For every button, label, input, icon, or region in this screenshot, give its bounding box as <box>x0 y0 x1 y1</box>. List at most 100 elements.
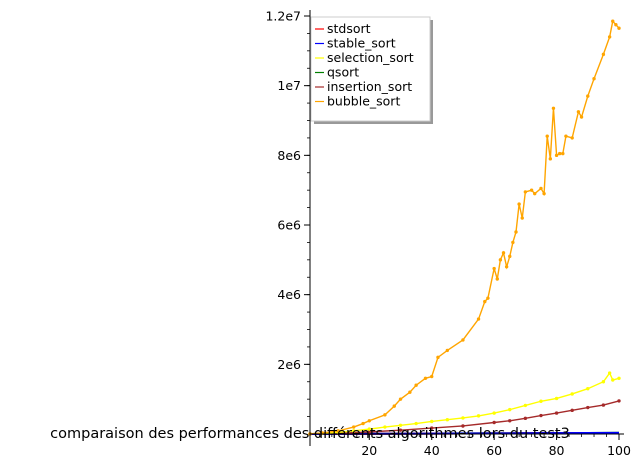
data-point-insertion_sort <box>367 430 372 434</box>
data-point-selection_sort <box>523 403 528 408</box>
data-point-bubble_sort <box>557 151 562 156</box>
data-point-bubble_sort <box>576 110 581 114</box>
x-tick-label: 40 <box>424 443 440 458</box>
data-point-insertion_sort <box>601 403 606 407</box>
data-point-selection_sort <box>554 396 559 401</box>
y-tick-label: 1.2e7 <box>265 9 301 24</box>
y-tick-label: 8e6 <box>277 148 301 163</box>
series-line-selection_sort <box>309 371 620 435</box>
data-point-bubble_sort <box>483 299 487 304</box>
data-point-bubble_sort <box>430 374 434 379</box>
data-point-bubble_sort <box>361 421 365 426</box>
x-tick-label: 80 <box>549 443 565 458</box>
data-point-bubble_sort <box>554 153 559 158</box>
data-point-selection_sort <box>508 407 512 412</box>
data-point-bubble_sort <box>561 151 565 156</box>
legend-label: stable_sort <box>327 36 396 51</box>
data-point-bubble_sort <box>486 296 490 300</box>
data-point-selection_sort <box>367 427 372 431</box>
legend-label: qsort <box>327 65 359 80</box>
data-point-insertion_sort <box>539 413 543 418</box>
data-point-insertion_sort <box>430 426 434 430</box>
data-point-selection_sort <box>586 387 590 391</box>
data-point-bubble_sort <box>408 390 412 394</box>
data-point-selection_sort <box>611 378 615 382</box>
data-point-bubble_sort <box>607 35 612 39</box>
data-point-bubble_sort <box>548 157 553 161</box>
data-point-bubble_sort <box>542 191 546 196</box>
data-point-bubble_sort <box>545 134 549 138</box>
data-point-selection_sort <box>351 429 356 433</box>
legend: stdsortstable_sortselection_sortqsortins… <box>310 16 433 124</box>
legend-label: selection_sort <box>327 50 414 65</box>
x-tick-label: 100 <box>607 443 631 458</box>
data-point-selection_sort <box>430 419 434 424</box>
legend-box <box>310 16 431 122</box>
data-point-bubble_sort <box>529 188 534 192</box>
data-point-bubble_sort <box>504 265 509 269</box>
data-point-bubble_sort <box>392 404 396 408</box>
data-point-bubble_sort <box>367 419 372 423</box>
data-point-bubble_sort <box>523 190 528 194</box>
data-point-selection_sort <box>461 416 465 420</box>
data-point-bubble_sort <box>611 19 615 23</box>
data-point-selection_sort <box>476 414 481 418</box>
data-point-bubble_sort <box>533 191 537 196</box>
data-point-bubble_sort <box>592 77 596 81</box>
chart-title: comparaison des performances des différe… <box>50 426 570 442</box>
data-point-selection_sort <box>445 418 450 422</box>
data-point-bubble_sort <box>445 348 450 353</box>
data-point-selection_sort <box>601 380 606 384</box>
data-point-bubble_sort <box>617 26 621 30</box>
data-point-bubble_sort <box>508 254 512 259</box>
x-tick-label: 20 <box>361 443 377 458</box>
data-point-bubble_sort <box>614 23 618 27</box>
data-point-selection_sort <box>492 411 496 415</box>
data-point-bubble_sort <box>517 202 521 206</box>
data-point-insertion_sort <box>461 424 465 428</box>
data-point-selection_sort <box>414 421 418 426</box>
data-point-insertion_sort <box>617 399 621 403</box>
data-point-bubble_sort <box>514 230 518 234</box>
legend-label: bubble_sort <box>327 94 400 109</box>
data-point-bubble_sort <box>511 240 515 245</box>
data-point-bubble_sort <box>461 338 465 342</box>
data-point-bubble_sort <box>579 115 584 119</box>
data-point-bubble_sort <box>501 251 506 255</box>
data-point-selection_sort <box>539 399 543 403</box>
data-point-bubble_sort <box>336 429 340 433</box>
data-point-bubble_sort <box>520 216 524 220</box>
y-tick-label: 6e6 <box>277 218 301 233</box>
data-point-bubble_sort <box>539 186 543 191</box>
data-point-selection_sort <box>607 371 612 375</box>
data-point-insertion_sort <box>586 405 590 410</box>
data-point-bubble_sort <box>383 413 387 417</box>
data-point-bubble_sort <box>498 258 503 262</box>
data-point-insertion_sort <box>492 420 496 425</box>
legend-label: stdsort <box>327 21 371 36</box>
data-point-bubble_sort <box>564 134 568 138</box>
data-point-bubble_sort <box>551 106 556 111</box>
data-point-bubble_sort <box>436 355 440 360</box>
data-point-insertion_sort <box>554 411 559 415</box>
data-point-bubble_sort <box>492 266 496 271</box>
data-point-selection_sort <box>383 425 387 429</box>
data-point-bubble_sort <box>570 136 574 140</box>
data-point-insertion_sort <box>523 416 528 421</box>
data-point-bubble_sort <box>586 94 590 98</box>
data-point-bubble_sort <box>495 277 499 281</box>
legend-label: insertion_sort <box>327 79 412 94</box>
axes: 20 40 60 80 100 2e6 4e6 6e6 8e6 1e7 1.2e7 <box>265 9 631 459</box>
data-point-insertion_sort <box>508 419 512 423</box>
data-point-insertion_sort <box>398 428 403 432</box>
data-point-bubble_sort <box>398 397 403 401</box>
data-point-bubble_sort <box>351 425 356 429</box>
y-tick-label: 1e7 <box>277 78 301 93</box>
data-point-insertion_sort <box>570 408 574 413</box>
data-point-selection_sort <box>398 423 403 427</box>
data-point-bubble_sort <box>476 317 481 321</box>
data-point-bubble_sort <box>414 383 418 387</box>
y-tick-label: 4e6 <box>277 287 301 302</box>
data-point-bubble_sort <box>423 376 428 380</box>
